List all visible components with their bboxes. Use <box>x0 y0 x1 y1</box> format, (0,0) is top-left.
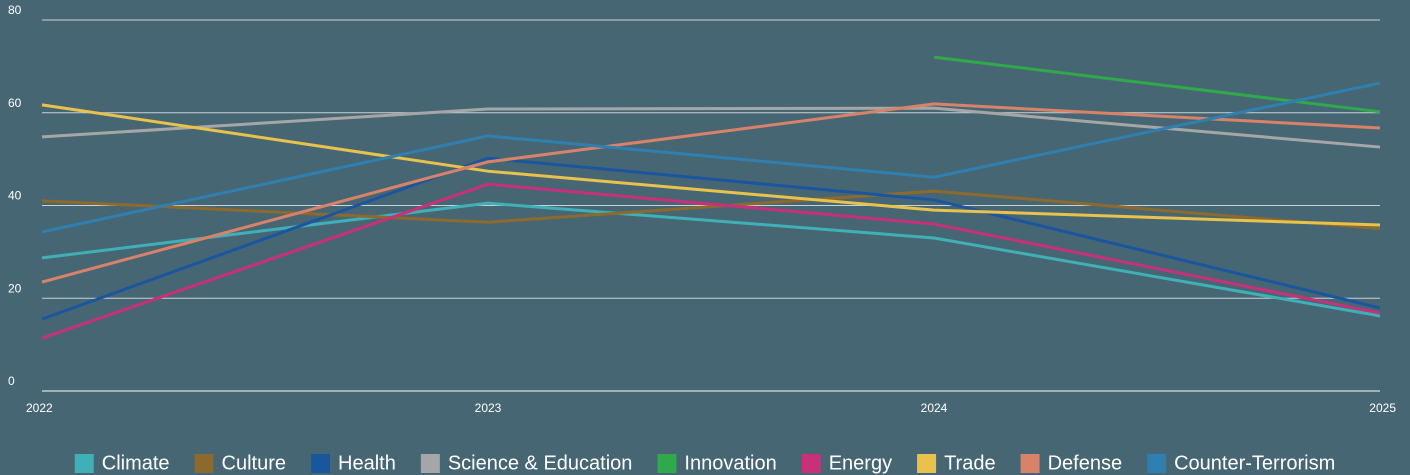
legend-swatch <box>1147 454 1167 473</box>
legend-swatch <box>420 454 440 473</box>
x-tick-label: 2023 <box>475 401 502 415</box>
series-line <box>41 103 1381 227</box>
series-line <box>41 182 1381 340</box>
legend-swatch <box>311 454 331 473</box>
legend-label: Science & Education <box>448 452 633 474</box>
series-line <box>41 102 1381 284</box>
legend-label: Climate <box>102 452 170 474</box>
y-tick-label: 20 <box>8 281 22 295</box>
legend-label: Counter-Terrorism <box>1174 452 1335 474</box>
series-line <box>41 106 1381 149</box>
y-tick-label: 80 <box>8 3 22 17</box>
legend-label: Defense <box>1048 452 1123 474</box>
series-line <box>41 201 1381 318</box>
legend-swatch <box>657 454 677 473</box>
legend-label: Innovation <box>684 452 776 474</box>
legend-swatch <box>194 454 214 473</box>
legend-swatch <box>917 454 937 473</box>
series-line <box>41 81 1381 234</box>
series-line <box>41 189 1381 231</box>
legend-swatch <box>801 454 821 473</box>
x-tick-label: 2025 <box>1369 401 1396 415</box>
legend-label: Culture <box>222 452 286 474</box>
y-tick-label: 40 <box>8 189 22 203</box>
y-tick-label: 60 <box>8 96 22 110</box>
x-tick-label: 2022 <box>26 401 53 415</box>
legend-swatch <box>1020 454 1040 473</box>
series-line <box>933 55 1381 114</box>
legend-label: Health <box>338 452 396 474</box>
legend-label: Trade <box>944 452 996 474</box>
legend-swatch <box>74 454 94 473</box>
y-tick-label: 0 <box>8 374 15 388</box>
x-tick-label: 2024 <box>921 401 948 415</box>
series-line <box>41 156 1381 321</box>
legend-label: Energy <box>829 452 892 474</box>
